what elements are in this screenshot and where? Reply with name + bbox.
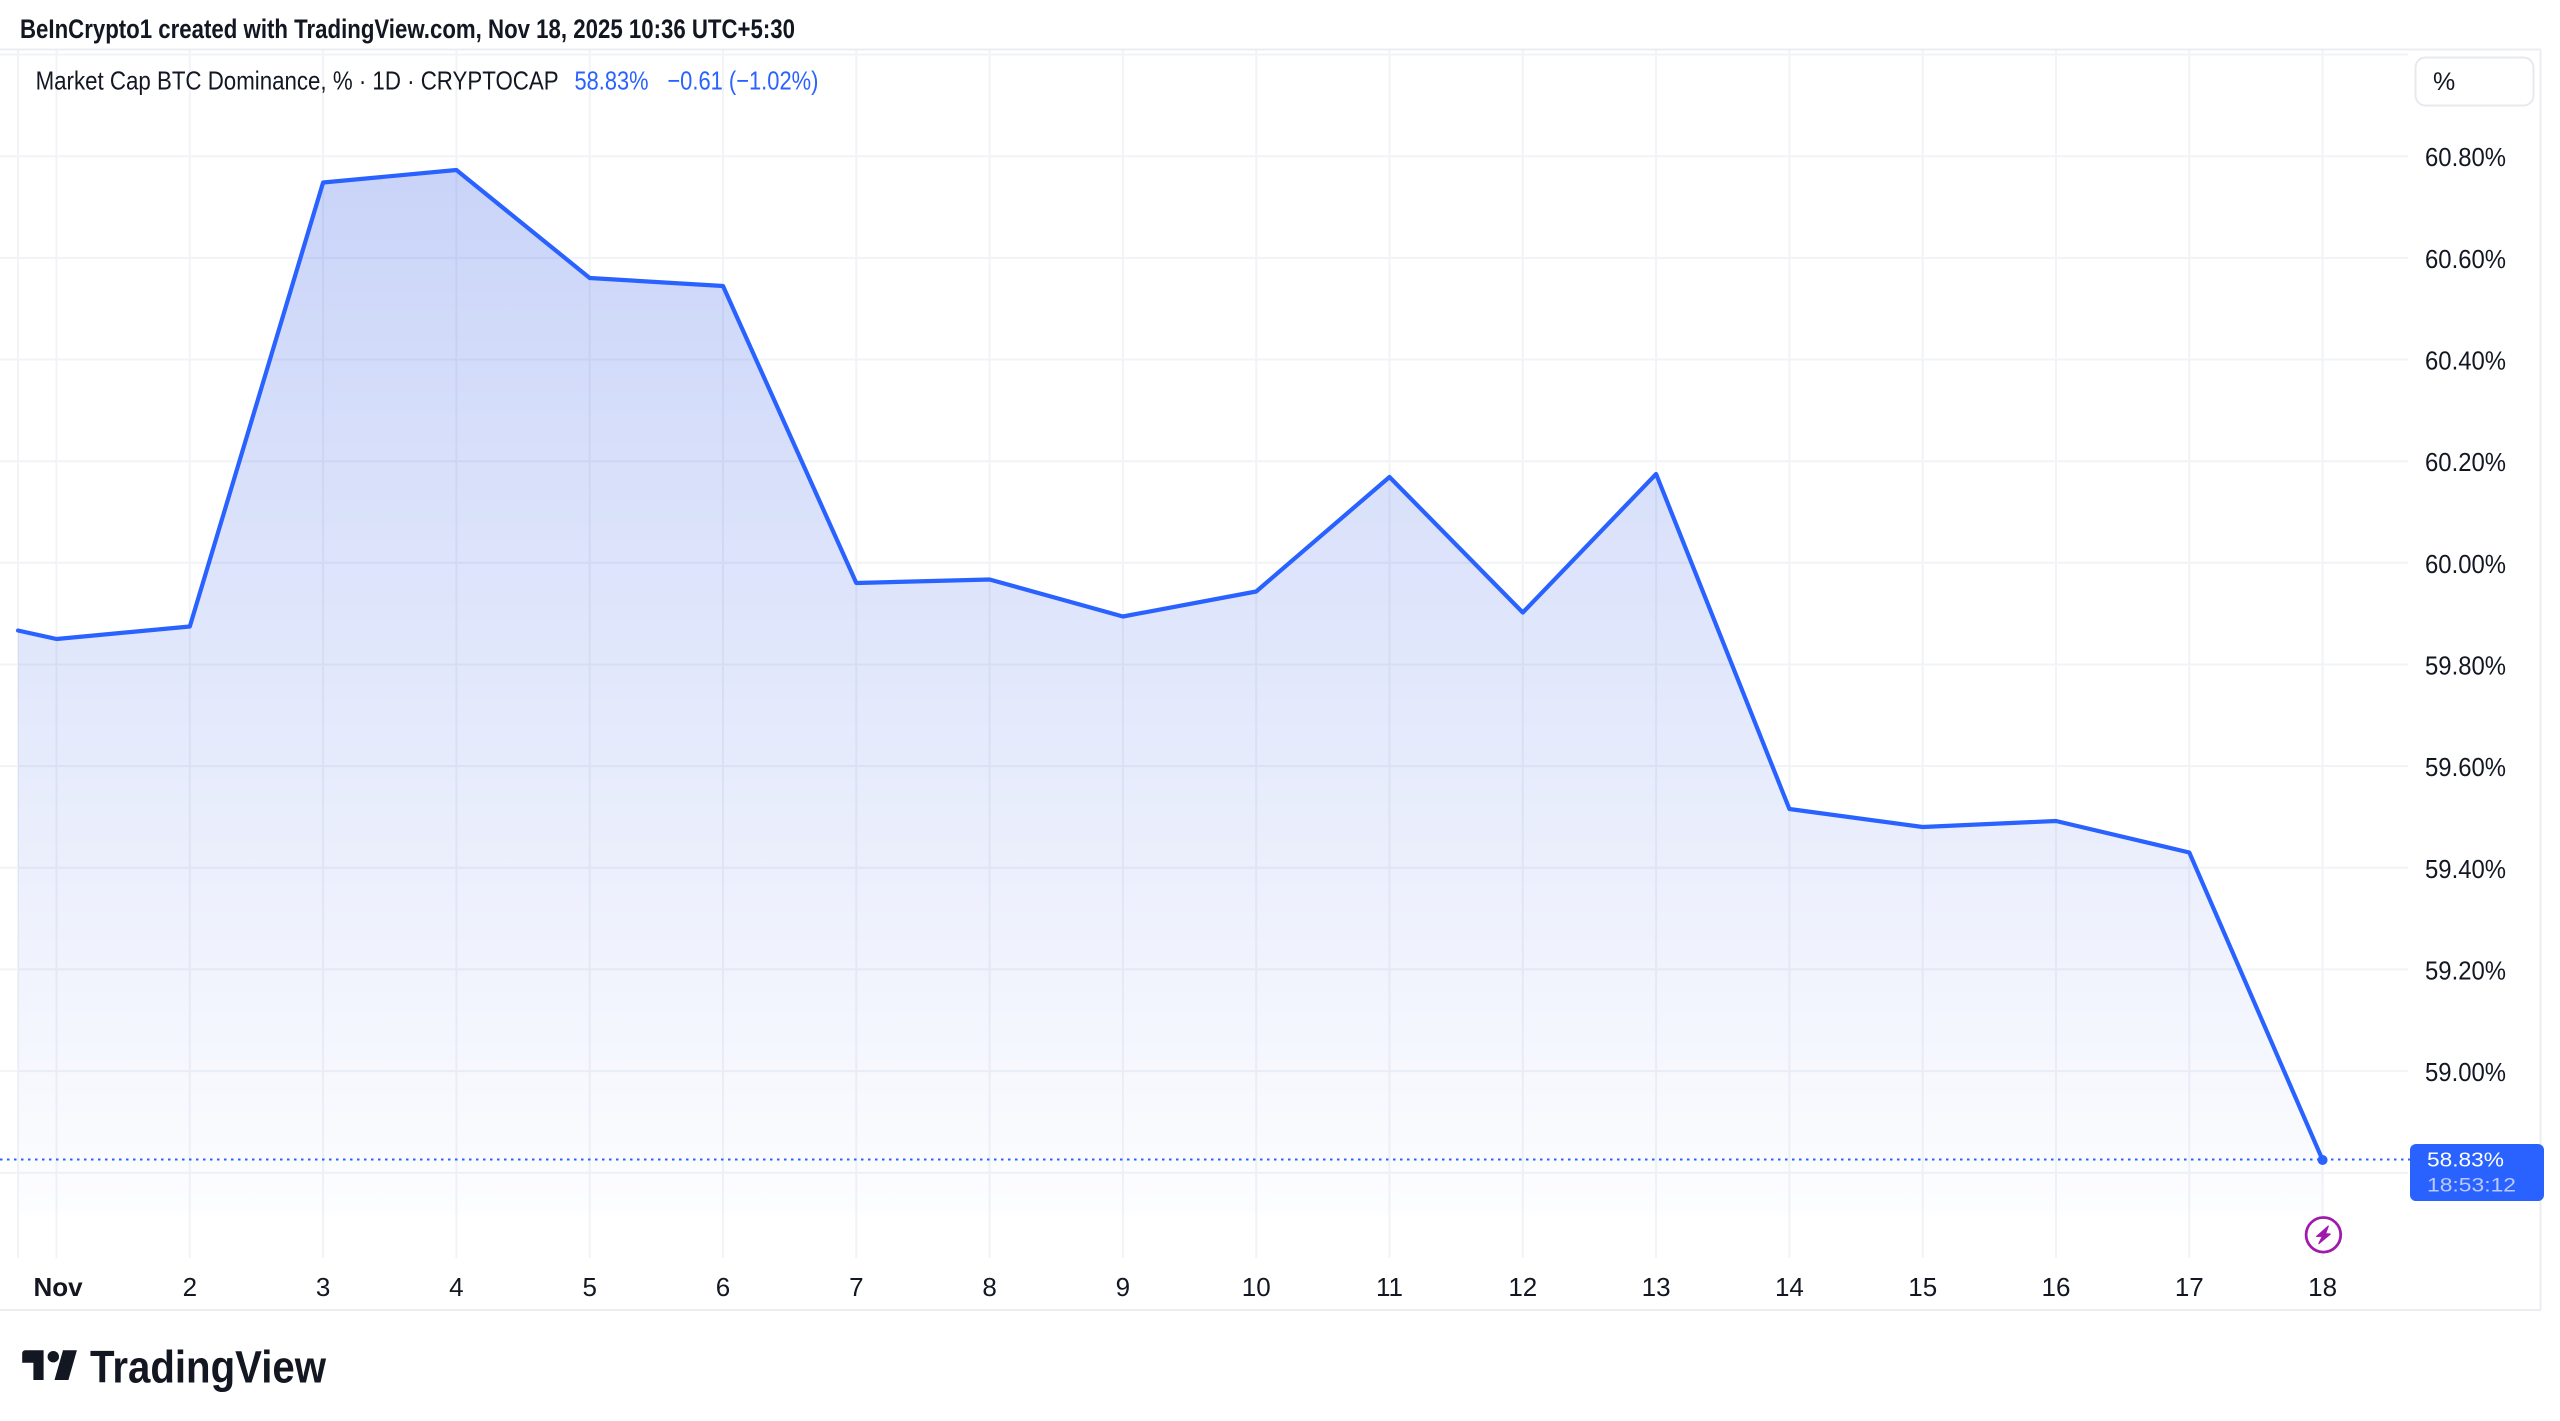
svg-text:7: 7 (849, 1272, 863, 1302)
svg-text:−0.61 (−1.02%): −0.61 (−1.02%) (667, 66, 818, 96)
svg-text:60.40%: 60.40% (2425, 346, 2506, 376)
svg-text:59.60%: 59.60% (2425, 752, 2506, 782)
svg-text:59.00%: 59.00% (2425, 1057, 2506, 1087)
svg-text:59.40%: 59.40% (2425, 854, 2506, 884)
svg-text:TradingView: TradingView (90, 1342, 327, 1393)
svg-text:3: 3 (316, 1272, 330, 1302)
svg-text:9: 9 (1116, 1272, 1130, 1302)
svg-text:14: 14 (1775, 1272, 1804, 1302)
svg-text:18:53:12: 18:53:12 (2427, 1175, 2516, 1197)
svg-text:59.20%: 59.20% (2425, 955, 2506, 985)
svg-text:12: 12 (1508, 1272, 1537, 1302)
svg-text:Nov: Nov (33, 1272, 83, 1302)
svg-text:60.60%: 60.60% (2425, 244, 2506, 274)
svg-text:15: 15 (1908, 1272, 1937, 1302)
svg-text:60.00%: 60.00% (2425, 549, 2506, 579)
svg-text:59.80%: 59.80% (2425, 651, 2506, 681)
svg-text:4: 4 (449, 1272, 463, 1302)
svg-text:58.83%: 58.83% (2427, 1149, 2504, 1172)
svg-text:10: 10 (1242, 1272, 1271, 1302)
svg-text:5: 5 (582, 1272, 596, 1302)
svg-text:17: 17 (2175, 1272, 2204, 1302)
svg-text:11: 11 (1376, 1272, 1403, 1302)
svg-text:8: 8 (982, 1272, 996, 1302)
svg-text:58.83%: 58.83% (575, 66, 649, 96)
svg-text:60.80%: 60.80% (2425, 142, 2506, 172)
svg-text:16: 16 (2042, 1272, 2071, 1302)
svg-text:2: 2 (183, 1272, 197, 1302)
svg-text:BeInCrypto1 created with Tradi: BeInCrypto1 created with TradingView.com… (20, 14, 795, 44)
svg-text:Market Cap BTC Dominance, % ·: Market Cap BTC Dominance, % · 1D · CRYPT… (36, 66, 559, 96)
svg-text:13: 13 (1642, 1272, 1671, 1302)
svg-text:18: 18 (2308, 1272, 2337, 1302)
svg-text:60.20%: 60.20% (2425, 447, 2506, 477)
svg-text:%: % (2433, 68, 2455, 96)
svg-text:6: 6 (716, 1272, 730, 1302)
